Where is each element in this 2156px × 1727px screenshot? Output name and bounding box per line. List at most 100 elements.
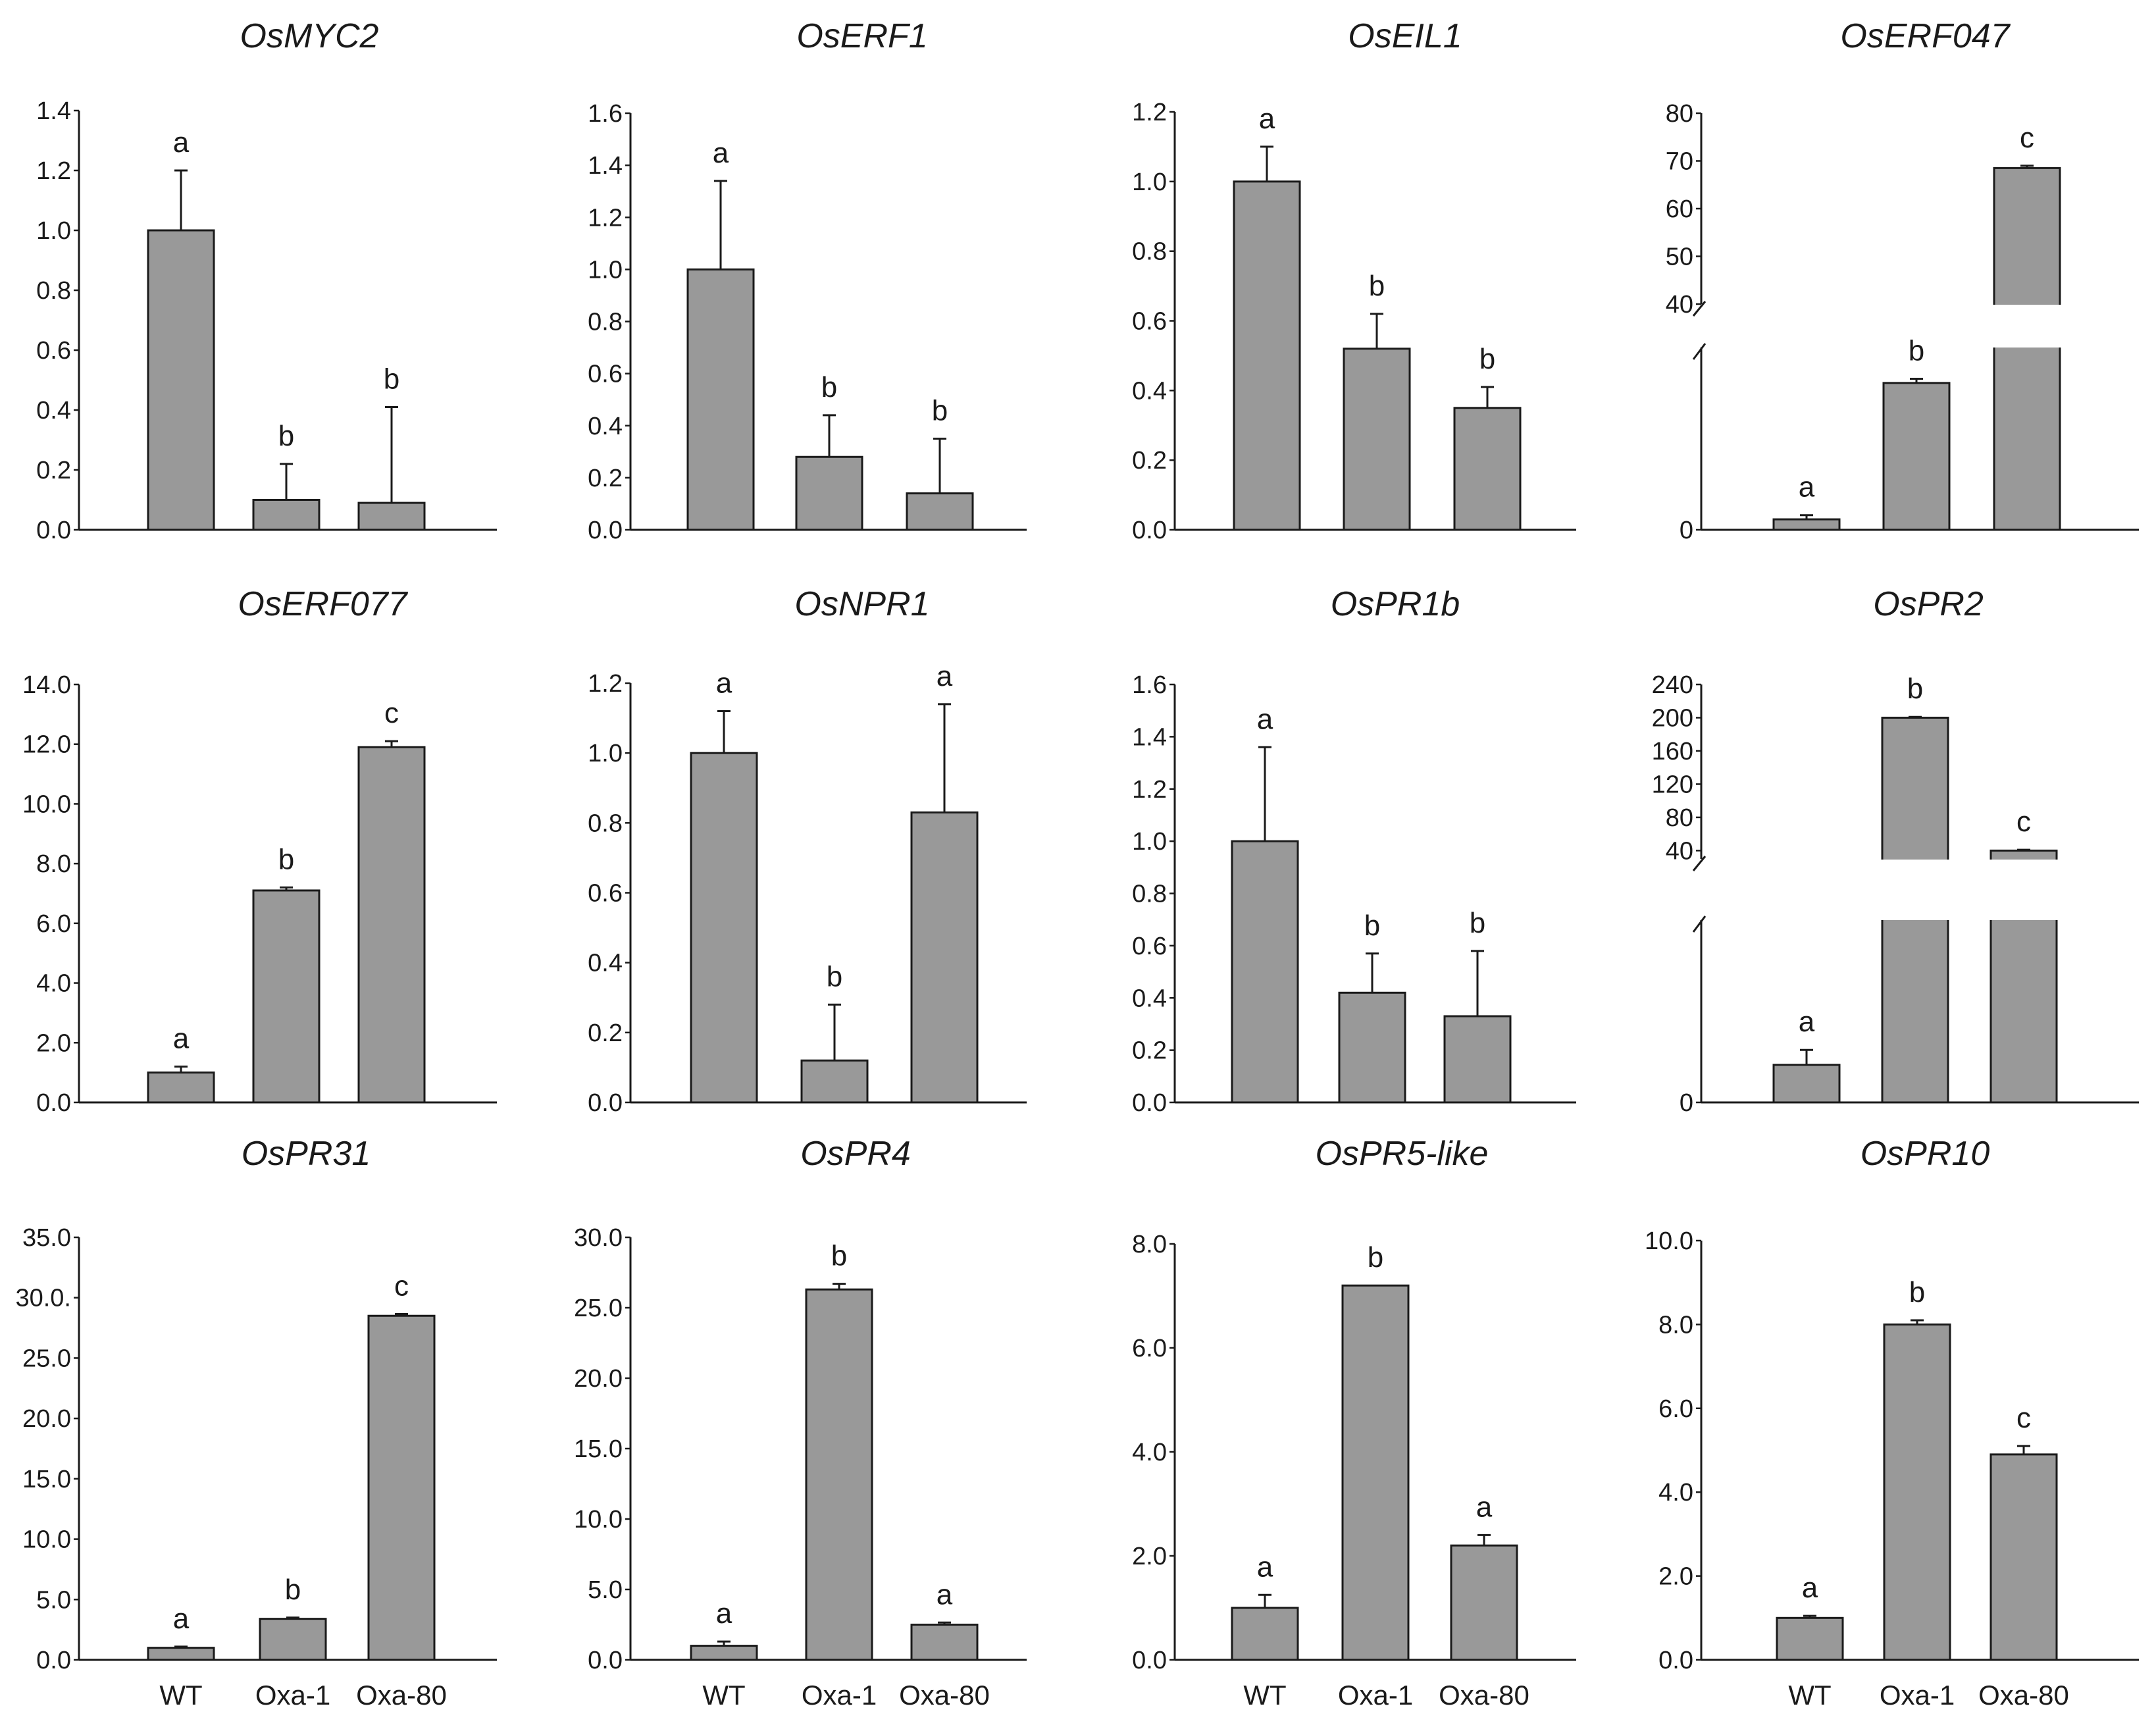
y-tick-label: 8.0 (1658, 1311, 1693, 1339)
y-tick-label: 0.2 (588, 465, 623, 492)
y-tick-label: 20.0 (22, 1405, 71, 1433)
significance-label: a (716, 1597, 732, 1630)
bar-oxa-1 (259, 1618, 327, 1661)
axis-break-mark-lower (1692, 915, 1707, 933)
chart-title: OsPR2 (1873, 585, 1984, 623)
axis-break-mark-upper (1692, 856, 1707, 871)
y-tick-label: 0.0 (36, 1089, 71, 1117)
y-tick-label: 0.0 (1132, 1089, 1167, 1117)
significance-label: c (2016, 1402, 2031, 1434)
y-tick-label: 70 (1666, 148, 1693, 176)
y-tick-label: 200 (1652, 704, 1693, 732)
bar-wt (686, 268, 755, 531)
bar-oxa-1 (805, 1288, 873, 1661)
bar-oxa-1 (252, 889, 321, 1104)
significance-label: a (1257, 703, 1273, 735)
y-tick-label: 0.0 (588, 1089, 623, 1117)
significance-label: a (1259, 103, 1275, 135)
y-tick-label: 25.0 (22, 1345, 71, 1372)
y-tick-label: 0.0 (588, 517, 623, 544)
significance-label: a (1799, 1006, 1815, 1038)
x-tick-label: Oxa-80 (1439, 1680, 1529, 1711)
y-tick-label: 1.2 (588, 670, 623, 698)
significance-label: b (278, 843, 294, 875)
y-tick-label: 10.0 (22, 790, 71, 818)
significance-label: b (1364, 910, 1380, 942)
y-tick-label: 0.6 (1132, 308, 1167, 336)
x-tick-label: Oxa-80 (899, 1680, 990, 1711)
y-tick-label: 0.8 (588, 810, 623, 837)
y-tick-label: 0.0 (1132, 517, 1167, 544)
y-tick-label: 20.0 (574, 1365, 623, 1393)
significance-label: b (831, 1240, 847, 1272)
significance-label: b (285, 1574, 301, 1606)
significance-label: a (937, 660, 953, 692)
significance-label: a (1799, 471, 1815, 503)
x-tick-label: Oxa-1 (1880, 1680, 1955, 1711)
bar-wt (1776, 1616, 1844, 1661)
y-tick-label: 1.2 (36, 157, 71, 185)
y-tick-label: 0.0 (36, 1647, 71, 1674)
chart-title: OsPR31 (242, 1135, 371, 1173)
bar-oxa-80 (910, 1624, 979, 1661)
y-tick-label: 2.0 (1132, 1543, 1167, 1570)
significance-label: b (384, 363, 399, 395)
y-tick-label: 1.0 (36, 217, 71, 245)
y-tick-label: 0.4 (588, 950, 623, 977)
bar-oxa-1 (1338, 991, 1406, 1104)
significance-label: b (1909, 335, 1924, 367)
y-tick-label: 6.0 (36, 910, 71, 938)
bar-oxa-1 (800, 1059, 869, 1104)
bar-oxa-80 (1989, 1453, 2058, 1661)
y-tick-label: 0.0 (36, 517, 71, 544)
y-tick-label: 8.0 (36, 850, 71, 878)
y-tick-label: 1.0 (588, 256, 623, 284)
x-tick-label: WT (1243, 1680, 1286, 1711)
y-tick-label: 120 (1652, 771, 1693, 798)
y-tick-label: 0 (1680, 1089, 1693, 1117)
significance-label: b (1909, 1276, 1925, 1308)
y-tick-label: 80 (1666, 804, 1693, 832)
chart-title: OsPR4 (800, 1135, 911, 1173)
significance-label: c (2020, 122, 2034, 154)
bar-oxa-80 (357, 502, 426, 531)
y-tick-label: 0.4 (1132, 377, 1167, 405)
y-tick-label: 0.4 (1132, 985, 1167, 1012)
y-tick-label: 1.0 (1132, 828, 1167, 856)
significance-label: b (821, 371, 837, 403)
chart-title: OsNPR1 (794, 585, 929, 623)
significance-label: c (384, 697, 399, 729)
significance-label: a (713, 137, 729, 169)
y-tick-label: 4.0 (36, 970, 71, 998)
y-tick-label: 12.0 (22, 731, 71, 759)
y-tick-label: 0.6 (588, 361, 623, 388)
y-tick-label: 0.6 (36, 337, 71, 365)
y-tick-label: 8.0 (1132, 1231, 1167, 1258)
y-tick-label: 4.0 (1132, 1439, 1167, 1466)
y-tick-label: 0 (1680, 517, 1693, 544)
bar-oxa-80 (367, 1314, 436, 1661)
y-tick-label: 80 (1666, 100, 1693, 128)
significance-label: a (937, 1578, 953, 1611)
y-tick-label: 1.2 (588, 204, 623, 232)
y-tick-label: 0.2 (36, 457, 71, 484)
bar-oxa-80 (910, 811, 979, 1104)
y-tick-label: 0.0 (1132, 1647, 1167, 1674)
y-tick-label: 4.0 (1658, 1479, 1693, 1507)
bar-oxa-80 (1993, 167, 2061, 531)
chart-title: OsERF077 (238, 585, 408, 623)
y-tick-label: 1.4 (36, 97, 71, 125)
y-tick-label: 0.8 (36, 277, 71, 305)
y-tick-label: 6.0 (1132, 1335, 1167, 1362)
significance-label: a (1257, 1551, 1273, 1583)
bar-wt (690, 1645, 758, 1661)
y-tick-label: 1.2 (1132, 776, 1167, 804)
chart-title: OsEIL1 (1348, 17, 1462, 55)
y-tick-label: 40 (1666, 291, 1693, 319)
bar-wt (147, 229, 215, 531)
y-tick-label: 1.2 (1132, 99, 1167, 126)
x-tick-label: Oxa-1 (802, 1680, 877, 1711)
chart-title: OsPR1b (1331, 585, 1460, 623)
bar-oxa-1 (1341, 1284, 1410, 1661)
